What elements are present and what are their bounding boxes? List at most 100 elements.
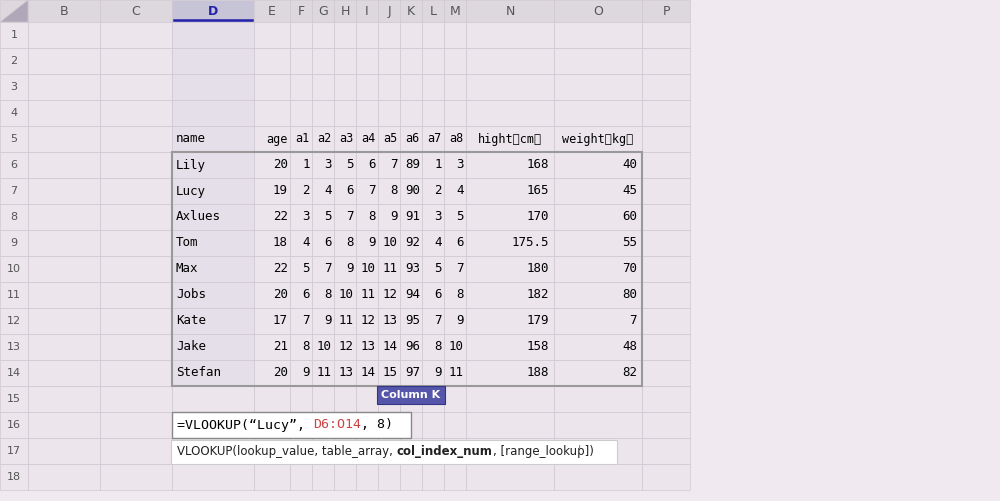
Bar bbox=[28, 412, 100, 438]
Bar bbox=[400, 256, 422, 282]
Text: 17: 17 bbox=[7, 446, 21, 456]
Text: 7: 7 bbox=[347, 210, 354, 223]
Text: 15: 15 bbox=[7, 394, 21, 404]
Text: Jobs: Jobs bbox=[176, 289, 206, 302]
Bar bbox=[0, 438, 28, 464]
Text: 4: 4 bbox=[456, 184, 464, 197]
Bar bbox=[290, 386, 312, 412]
Bar bbox=[356, 334, 378, 360]
Text: 14: 14 bbox=[7, 368, 21, 378]
Bar bbox=[400, 282, 422, 308]
Bar bbox=[254, 360, 290, 386]
Bar bbox=[356, 0, 378, 22]
Bar bbox=[334, 256, 356, 282]
Bar bbox=[422, 464, 444, 490]
Text: 12: 12 bbox=[383, 289, 398, 302]
Bar bbox=[466, 334, 554, 360]
Text: 13: 13 bbox=[7, 342, 21, 352]
Bar bbox=[642, 100, 690, 126]
Bar bbox=[28, 386, 100, 412]
Text: weight（kg）: weight（kg） bbox=[562, 132, 634, 145]
Bar bbox=[422, 386, 444, 412]
Bar bbox=[642, 438, 690, 464]
Text: 11: 11 bbox=[7, 290, 21, 300]
Bar bbox=[172, 464, 254, 490]
Bar bbox=[254, 100, 290, 126]
Bar bbox=[290, 74, 312, 100]
Bar bbox=[422, 334, 444, 360]
Bar bbox=[356, 386, 378, 412]
Bar bbox=[334, 0, 356, 22]
Bar bbox=[466, 282, 554, 308]
Bar bbox=[400, 464, 422, 490]
Bar bbox=[444, 438, 466, 464]
Text: 7: 7 bbox=[10, 186, 18, 196]
Bar bbox=[466, 438, 554, 464]
Bar bbox=[356, 74, 378, 100]
Bar bbox=[444, 100, 466, 126]
Bar bbox=[377, 386, 445, 404]
Bar bbox=[290, 412, 312, 438]
Text: 20: 20 bbox=[273, 158, 288, 171]
Text: 95: 95 bbox=[405, 315, 420, 328]
Bar bbox=[0, 230, 28, 256]
Text: col_index_num: col_index_num bbox=[397, 444, 492, 457]
Bar bbox=[554, 22, 642, 48]
Text: I: I bbox=[365, 5, 369, 18]
Bar bbox=[100, 386, 172, 412]
Text: 5: 5 bbox=[456, 210, 464, 223]
Bar bbox=[554, 360, 642, 386]
Bar bbox=[466, 126, 554, 152]
Bar bbox=[28, 464, 100, 490]
Text: F: F bbox=[297, 5, 305, 18]
Text: 8: 8 bbox=[368, 210, 376, 223]
Text: C: C bbox=[132, 5, 140, 18]
Text: 17: 17 bbox=[273, 315, 288, 328]
Text: VLOOKUP(lookup_value, table_array,: VLOOKUP(lookup_value, table_array, bbox=[177, 444, 397, 457]
Bar bbox=[642, 204, 690, 230]
Bar bbox=[378, 204, 400, 230]
Bar bbox=[466, 22, 554, 48]
Text: 182: 182 bbox=[526, 289, 549, 302]
Bar bbox=[378, 256, 400, 282]
Text: 13: 13 bbox=[361, 341, 376, 354]
Bar bbox=[334, 334, 356, 360]
Bar bbox=[172, 178, 254, 204]
Text: age: age bbox=[267, 132, 288, 145]
Text: 60: 60 bbox=[622, 210, 637, 223]
Bar bbox=[378, 308, 400, 334]
Bar bbox=[312, 438, 334, 464]
Bar bbox=[172, 360, 254, 386]
Polygon shape bbox=[0, 0, 28, 22]
Text: N: N bbox=[505, 5, 515, 18]
Bar bbox=[334, 386, 356, 412]
Bar bbox=[642, 256, 690, 282]
Bar bbox=[172, 100, 254, 126]
Bar bbox=[0, 256, 28, 282]
Bar bbox=[28, 178, 100, 204]
Text: 7: 7 bbox=[302, 315, 310, 328]
Bar bbox=[400, 48, 422, 74]
Text: 11: 11 bbox=[361, 289, 376, 302]
Text: 10: 10 bbox=[317, 341, 332, 354]
Text: 13: 13 bbox=[339, 367, 354, 379]
Bar bbox=[312, 178, 334, 204]
Bar bbox=[312, 100, 334, 126]
Bar bbox=[554, 282, 642, 308]
Text: 9: 9 bbox=[456, 315, 464, 328]
Bar bbox=[642, 282, 690, 308]
Text: Axlues: Axlues bbox=[176, 210, 221, 223]
Bar bbox=[422, 0, 444, 22]
Bar bbox=[0, 0, 28, 22]
Text: B: B bbox=[60, 5, 68, 18]
Text: M: M bbox=[450, 5, 460, 18]
Bar bbox=[254, 152, 290, 178]
Bar bbox=[172, 74, 254, 100]
Bar bbox=[312, 126, 334, 152]
Bar bbox=[254, 48, 290, 74]
Bar bbox=[334, 48, 356, 74]
Bar bbox=[100, 464, 172, 490]
Text: 48: 48 bbox=[622, 341, 637, 354]
Text: 6: 6 bbox=[456, 236, 464, 249]
Bar bbox=[28, 152, 100, 178]
